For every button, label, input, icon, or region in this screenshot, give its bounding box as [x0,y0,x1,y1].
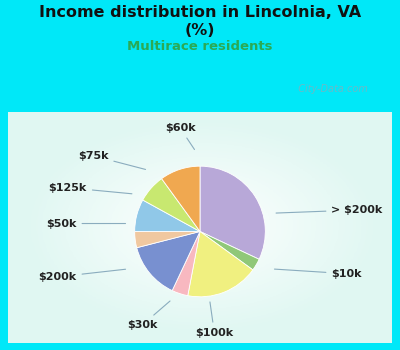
Wedge shape [143,178,200,231]
Wedge shape [200,166,265,259]
Wedge shape [137,231,200,290]
Text: $60k: $60k [165,123,195,149]
Wedge shape [135,200,200,231]
Text: $75k: $75k [78,151,146,169]
Wedge shape [172,231,200,296]
Text: $100k: $100k [195,302,234,338]
Text: Income distribution in Lincolnia, VA: Income distribution in Lincolnia, VA [39,5,361,20]
Wedge shape [200,231,259,270]
Text: $200k: $200k [38,269,126,282]
Wedge shape [135,231,200,248]
Text: $30k: $30k [128,301,170,330]
Text: City-Data.com: City-Data.com [292,84,368,94]
Text: $125k: $125k [49,183,132,194]
Text: (%): (%) [185,23,215,38]
Text: $50k: $50k [46,218,126,229]
Text: $10k: $10k [274,269,362,279]
Text: Multirace residents: Multirace residents [127,40,273,53]
Wedge shape [188,231,253,297]
Text: > $200k: > $200k [276,205,383,215]
Wedge shape [162,166,200,231]
